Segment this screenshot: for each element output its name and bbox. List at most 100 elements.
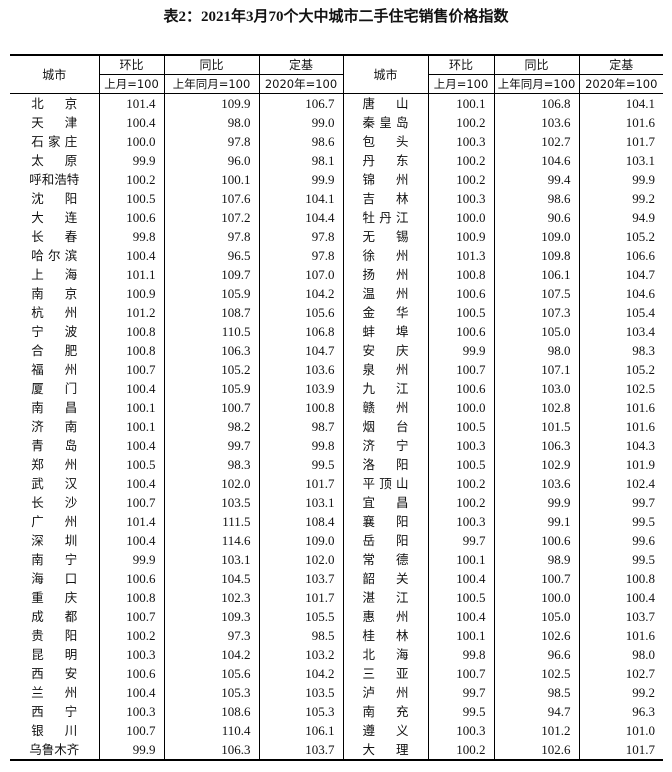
fixed-value: 102.0 xyxy=(305,552,335,567)
left-city-name-cell: 南京 xyxy=(10,284,100,303)
fixed-value: 99.9 xyxy=(632,172,655,187)
table-row: 厦门 100.4 105.9 103.9 九江 100.6 103.0 102.5 xyxy=(10,379,663,398)
mom-value: 100.1 xyxy=(126,400,156,415)
fixed-value: 99.5 xyxy=(311,457,335,472)
right-fixed-value-cell: 106.6 xyxy=(579,246,663,265)
yoy-value: 102.5 xyxy=(541,666,571,681)
left-fixed-value-cell: 106.7 xyxy=(259,93,344,113)
table-row: 乌鲁木齐 99.9 106.3 103.7 大理 100.2 102.6 101.7 xyxy=(10,740,663,761)
yoy-value: 107.2 xyxy=(221,210,251,225)
city-name: 呼和浩特 xyxy=(29,172,80,187)
fixed-value: 106.1 xyxy=(305,723,335,738)
mom-value: 100.8 xyxy=(126,324,156,339)
city-name: 济宁 xyxy=(362,438,409,453)
table-row: 武汉 100.4 102.0 101.7 平顶山 100.2 103.6 102.4 xyxy=(10,474,663,493)
yoy-value: 104.5 xyxy=(221,571,251,586)
city-name: 无锡 xyxy=(362,229,409,244)
city-name: 沈阳 xyxy=(31,191,78,206)
header-yoy: 同比 xyxy=(494,54,580,75)
yoy-value: 102.8 xyxy=(541,400,571,415)
table-row: 成都 100.7 109.3 105.5 惠州 100.4 105.0 103.7 xyxy=(10,607,663,626)
city-name: 济南 xyxy=(31,419,78,434)
left-city-name-cell: 乌鲁木齐 xyxy=(10,740,100,761)
mom-value: 99.7 xyxy=(462,685,486,700)
table-row: 海口 100.6 104.5 103.7 韶关 100.4 100.7 100.8 xyxy=(10,569,663,588)
right-fixed-value-cell: 101.6 xyxy=(579,626,663,645)
fixed-value: 99.8 xyxy=(311,438,335,453)
fixed-value: 99.2 xyxy=(632,685,655,700)
yoy-value: 103.6 xyxy=(541,476,571,491)
header-fixed-base: 2020年=100 xyxy=(259,74,344,94)
fixed-value: 100.4 xyxy=(625,590,655,605)
mom-value: 100.2 xyxy=(456,172,486,187)
left-city-name-cell: 广州 xyxy=(10,512,100,531)
right-fixed-value-cell: 103.4 xyxy=(579,322,663,341)
header-mom-base: 上月=100 xyxy=(99,74,165,94)
left-mom-value-cell: 100.4 xyxy=(99,531,165,550)
right-yoy-value-cell: 100.7 xyxy=(494,569,580,588)
city-name: 北京 xyxy=(31,96,78,111)
yoy-value: 98.3 xyxy=(227,457,251,472)
yoy-value: 105.0 xyxy=(541,324,571,339)
right-fixed-value-cell: 99.9 xyxy=(579,170,663,189)
city-name: 丹东 xyxy=(362,153,409,168)
left-fixed-value-cell: 107.0 xyxy=(259,265,344,284)
left-fixed-value-cell: 105.3 xyxy=(259,702,344,721)
mom-value: 101.1 xyxy=(126,267,156,282)
right-city-name-cell: 温州 xyxy=(343,284,429,303)
right-city-name-cell: 韶关 xyxy=(343,569,429,588)
yoy-value: 99.9 xyxy=(547,495,571,510)
mom-value: 100.4 xyxy=(126,381,156,396)
city-name: 牡丹江 xyxy=(362,210,409,225)
mom-value: 100.9 xyxy=(126,286,156,301)
table-row: 石家庄 100.0 97.8 98.6 包头 100.3 102.7 101.7 xyxy=(10,132,663,151)
right-mom-value-cell: 100.2 xyxy=(428,151,495,170)
mom-value: 100.8 xyxy=(126,590,156,605)
left-yoy-value-cell: 108.7 xyxy=(164,303,260,322)
header-city: 城市 xyxy=(10,54,100,94)
left-mom-value-cell: 100.0 xyxy=(99,132,165,151)
left-fixed-value-cell: 104.7 xyxy=(259,341,344,360)
fixed-value: 104.6 xyxy=(625,286,655,301)
right-yoy-value-cell: 102.7 xyxy=(494,132,580,151)
table-row: 长沙 100.7 103.5 103.1 宜昌 100.2 99.9 99.7 xyxy=(10,493,663,512)
mom-value: 100.5 xyxy=(126,191,156,206)
mom-value: 100.5 xyxy=(456,457,486,472)
mom-value: 100.4 xyxy=(126,248,156,263)
yoy-value: 107.1 xyxy=(541,362,571,377)
left-yoy-value-cell: 96.5 xyxy=(164,246,260,265)
left-mom-value-cell: 100.3 xyxy=(99,702,165,721)
left-yoy-value-cell: 107.6 xyxy=(164,189,260,208)
mom-value: 100.5 xyxy=(456,305,486,320)
table-row: 长春 99.8 97.8 97.8 无锡 100.9 109.0 105.2 xyxy=(10,227,663,246)
fixed-value: 105.4 xyxy=(625,305,655,320)
mom-value: 100.7 xyxy=(126,609,156,624)
yoy-value: 111.5 xyxy=(222,514,251,529)
right-yoy-value-cell: 96.6 xyxy=(494,645,580,664)
city-name: 北海 xyxy=(362,647,409,662)
city-name: 韶关 xyxy=(362,571,409,586)
yoy-value: 90.6 xyxy=(547,210,571,225)
mom-value: 100.1 xyxy=(456,628,486,643)
fixed-value: 103.6 xyxy=(305,362,335,377)
yoy-value: 100.7 xyxy=(541,571,571,586)
mom-value: 100.3 xyxy=(126,704,156,719)
mom-value: 100.0 xyxy=(456,210,486,225)
right-fixed-value-cell: 99.2 xyxy=(579,683,663,702)
mom-value: 100.7 xyxy=(126,723,156,738)
yoy-value: 106.3 xyxy=(221,742,251,757)
right-fixed-value-cell: 105.2 xyxy=(579,360,663,379)
yoy-value: 103.5 xyxy=(221,495,251,510)
right-mom-value-cell: 99.7 xyxy=(428,683,495,702)
mom-value: 100.2 xyxy=(456,153,486,168)
right-mom-value-cell: 100.3 xyxy=(428,512,495,531)
right-mom-value-cell: 100.9 xyxy=(428,227,495,246)
city-name: 杭州 xyxy=(31,305,78,320)
left-mom-value-cell: 99.9 xyxy=(99,151,165,170)
left-mom-value-cell: 99.9 xyxy=(99,550,165,569)
fixed-value: 103.9 xyxy=(305,381,335,396)
right-fixed-value-cell: 101.6 xyxy=(579,113,663,132)
left-mom-value-cell: 100.4 xyxy=(99,246,165,265)
right-fixed-value-cell: 104.7 xyxy=(579,265,663,284)
left-mom-value-cell: 100.8 xyxy=(99,341,165,360)
